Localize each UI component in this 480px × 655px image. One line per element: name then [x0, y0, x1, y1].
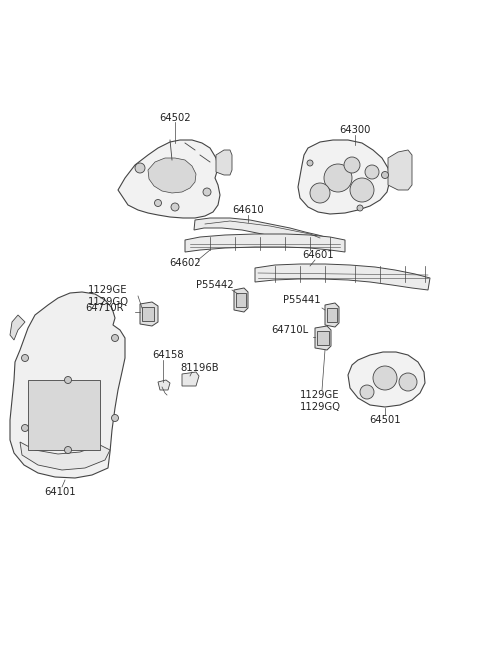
Polygon shape: [10, 292, 125, 478]
Circle shape: [22, 354, 28, 362]
Polygon shape: [315, 326, 331, 350]
Circle shape: [365, 165, 379, 179]
Text: 64602: 64602: [169, 258, 201, 268]
Circle shape: [203, 188, 211, 196]
Bar: [142, 307, 154, 321]
Circle shape: [111, 335, 119, 341]
Circle shape: [324, 164, 352, 192]
Circle shape: [64, 377, 72, 383]
Polygon shape: [20, 442, 110, 470]
Polygon shape: [234, 288, 248, 312]
Text: 1129GQ: 1129GQ: [300, 402, 340, 412]
Circle shape: [344, 157, 360, 173]
Text: 64158: 64158: [152, 350, 184, 360]
Circle shape: [350, 178, 374, 202]
Circle shape: [171, 203, 179, 211]
Circle shape: [399, 373, 417, 391]
Text: 64300: 64300: [339, 125, 371, 135]
Polygon shape: [140, 302, 158, 326]
Text: 1129GE: 1129GE: [300, 390, 340, 400]
Circle shape: [360, 385, 374, 399]
Text: 1129GQ: 1129GQ: [88, 297, 129, 307]
Text: 64101: 64101: [44, 487, 76, 497]
Text: 64601: 64601: [302, 250, 334, 260]
Circle shape: [22, 424, 28, 432]
Text: P55442: P55442: [196, 280, 234, 290]
Text: 64710L: 64710L: [271, 325, 309, 335]
Circle shape: [307, 160, 313, 166]
Text: 64502: 64502: [159, 113, 191, 123]
Bar: [317, 331, 329, 345]
Polygon shape: [325, 303, 339, 327]
Circle shape: [155, 200, 161, 206]
Text: 64610: 64610: [232, 205, 264, 215]
Polygon shape: [348, 352, 425, 407]
Bar: [236, 293, 246, 307]
Circle shape: [64, 447, 72, 453]
Polygon shape: [216, 150, 232, 175]
Circle shape: [310, 183, 330, 203]
Text: 64501: 64501: [369, 415, 401, 425]
Circle shape: [382, 172, 388, 179]
Polygon shape: [118, 140, 220, 218]
Circle shape: [373, 366, 397, 390]
Text: P55441: P55441: [283, 295, 321, 305]
Text: 64710R: 64710R: [86, 303, 124, 313]
Circle shape: [357, 205, 363, 211]
Bar: [327, 308, 337, 322]
Polygon shape: [388, 150, 412, 190]
Polygon shape: [182, 372, 199, 386]
Text: 1129GE: 1129GE: [88, 285, 128, 295]
Polygon shape: [255, 264, 430, 290]
Text: 81196B: 81196B: [180, 363, 219, 373]
Polygon shape: [298, 140, 390, 214]
Polygon shape: [148, 158, 196, 193]
Polygon shape: [158, 380, 170, 390]
Circle shape: [135, 163, 145, 173]
Polygon shape: [10, 315, 25, 340]
Polygon shape: [185, 234, 345, 252]
Circle shape: [111, 415, 119, 422]
Polygon shape: [194, 218, 325, 245]
Bar: [28, 380, 100, 450]
